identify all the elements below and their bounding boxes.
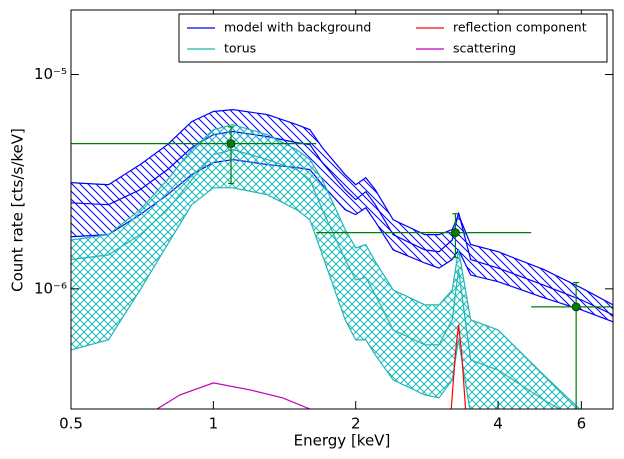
- axes-frame: [70, 9, 614, 410]
- band-edge: [71, 187, 471, 409]
- x-tick-label: 0.5: [59, 415, 83, 433]
- data-point: [226, 139, 236, 149]
- legend-label: model with background: [224, 20, 371, 35]
- line: [71, 130, 613, 316]
- band-edge: [71, 123, 581, 409]
- x-tick-label: 4: [493, 415, 503, 433]
- y-axis-label: Count rate [cts/s/keV]: [9, 128, 27, 292]
- plot-area: [71, 108, 613, 409]
- data-point: [571, 302, 581, 312]
- y-tick-label: 10⁻⁵: [34, 65, 67, 83]
- x-tick-label: 6: [577, 415, 587, 433]
- y-tick-label: 10⁻⁶: [34, 279, 67, 297]
- line: [155, 382, 311, 409]
- x-tick-label: 2: [351, 415, 361, 433]
- line: [71, 149, 561, 409]
- line: [450, 324, 467, 409]
- band-edge: [71, 108, 613, 306]
- x-tick-label: 1: [209, 415, 219, 433]
- legend-label: reflection component: [453, 20, 587, 35]
- band: [71, 124, 580, 409]
- legend-label: scattering: [453, 41, 516, 56]
- x-axis-label: Energy [keV]: [294, 432, 391, 450]
- legend-label: torus: [224, 41, 256, 56]
- legend-box: [178, 13, 608, 63]
- data-point: [451, 228, 460, 237]
